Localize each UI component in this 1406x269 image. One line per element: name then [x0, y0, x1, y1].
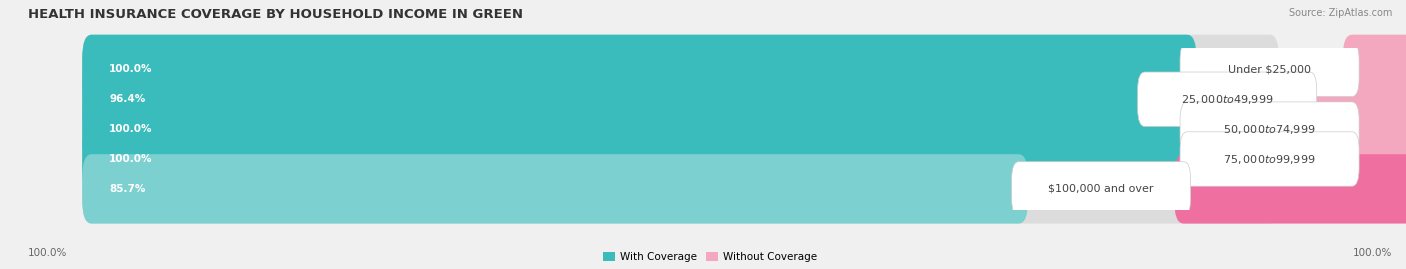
FancyBboxPatch shape	[82, 65, 1154, 134]
FancyBboxPatch shape	[1011, 162, 1191, 216]
FancyBboxPatch shape	[82, 65, 1279, 134]
FancyBboxPatch shape	[1343, 124, 1406, 194]
Text: $50,000 to $74,999: $50,000 to $74,999	[1223, 123, 1316, 136]
FancyBboxPatch shape	[1180, 102, 1360, 156]
Text: $75,000 to $99,999: $75,000 to $99,999	[1223, 153, 1316, 165]
FancyBboxPatch shape	[1174, 154, 1406, 224]
FancyBboxPatch shape	[1180, 132, 1360, 186]
Text: 100.0%: 100.0%	[1353, 248, 1392, 258]
FancyBboxPatch shape	[1137, 72, 1316, 126]
Legend: With Coverage, Without Coverage: With Coverage, Without Coverage	[599, 247, 821, 266]
FancyBboxPatch shape	[82, 124, 1279, 194]
Text: 100.0%: 100.0%	[110, 154, 153, 164]
Text: HEALTH INSURANCE COVERAGE BY HOUSEHOLD INCOME IN GREEN: HEALTH INSURANCE COVERAGE BY HOUSEHOLD I…	[28, 8, 523, 21]
FancyBboxPatch shape	[1301, 65, 1406, 134]
Text: $25,000 to $49,999: $25,000 to $49,999	[1181, 93, 1274, 106]
FancyBboxPatch shape	[82, 154, 1279, 224]
FancyBboxPatch shape	[1343, 94, 1406, 164]
FancyBboxPatch shape	[82, 35, 1279, 104]
FancyBboxPatch shape	[82, 94, 1197, 164]
FancyBboxPatch shape	[1343, 35, 1406, 104]
FancyBboxPatch shape	[82, 35, 1197, 104]
FancyBboxPatch shape	[82, 124, 1197, 194]
Text: 100.0%: 100.0%	[28, 248, 67, 258]
FancyBboxPatch shape	[1180, 42, 1360, 97]
Text: $100,000 and over: $100,000 and over	[1049, 184, 1154, 194]
Text: 85.7%: 85.7%	[110, 184, 146, 194]
Text: Under $25,000: Under $25,000	[1227, 64, 1310, 74]
Text: 96.4%: 96.4%	[110, 94, 145, 104]
Text: 100.0%: 100.0%	[110, 124, 153, 134]
Text: 100.0%: 100.0%	[110, 64, 153, 74]
FancyBboxPatch shape	[82, 154, 1028, 224]
Text: Source: ZipAtlas.com: Source: ZipAtlas.com	[1288, 8, 1392, 18]
FancyBboxPatch shape	[82, 94, 1279, 164]
